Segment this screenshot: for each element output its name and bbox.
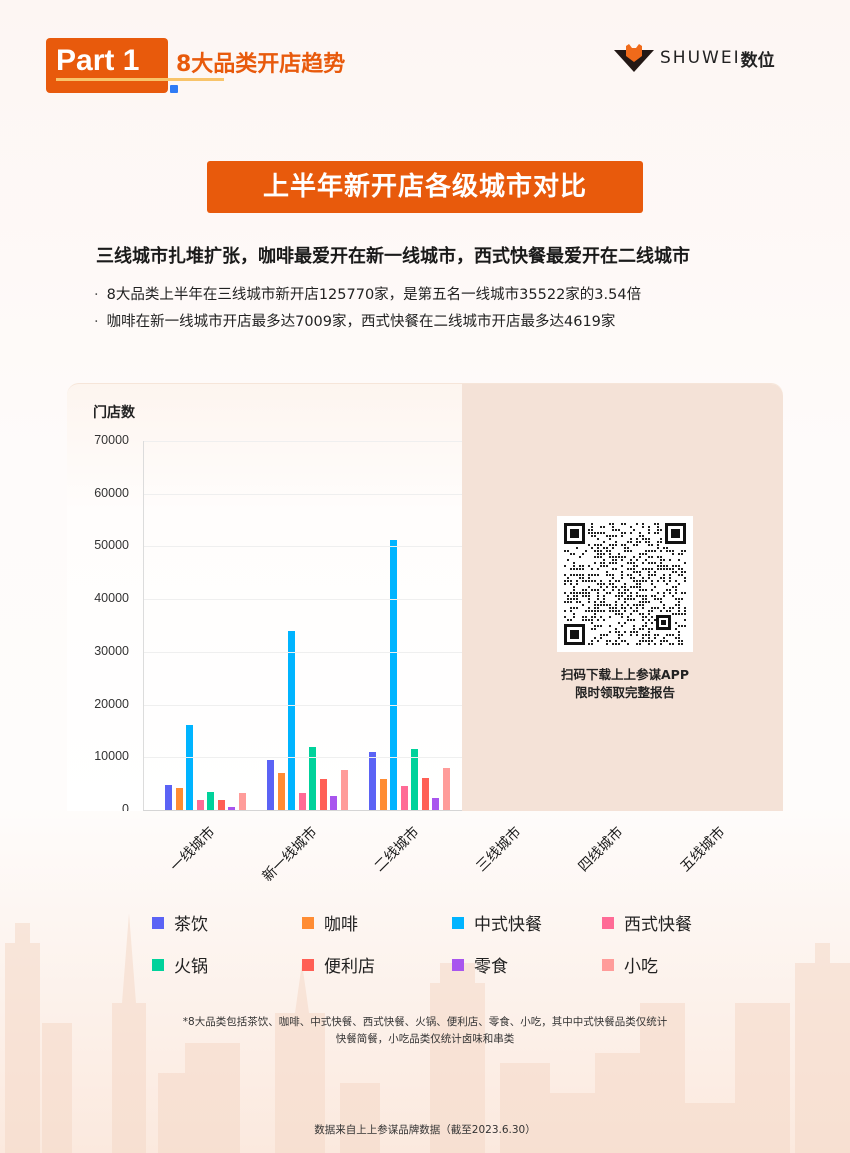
bar-chart: 门店数 扫码下载上上参谋APP 限时领取完整报告 70000 60000 50000… (67, 383, 783, 811)
legend-swatch (602, 958, 614, 971)
legend-item: 便利店 (302, 952, 375, 977)
bar-茶饮 (369, 752, 376, 810)
legend-swatch (152, 916, 164, 929)
section-title: 8大品类开店趋势 (176, 52, 346, 77)
bar-火锅 (309, 746, 316, 810)
qr-caption: 扫码下载上上参谋APP 限时领取完整报告 (522, 666, 728, 702)
bar-中式快餐 (186, 725, 193, 810)
logo-cn: 数位 (740, 50, 775, 71)
legend-item: 西式快餐 (602, 910, 692, 935)
bar-便利店 (217, 799, 225, 810)
chart-banner-title: 上半年新开店各级城市对比 (207, 161, 643, 213)
bar-小吃 (238, 792, 246, 810)
legend-swatch (452, 916, 464, 929)
qr-caption-line2: 限时领取完整报告 (574, 685, 675, 700)
y-tick-label: 10000 (94, 749, 129, 764)
bar-咖啡 (379, 778, 387, 810)
x-tick-label: 四线城市 (575, 824, 627, 876)
bar-小吃 (442, 767, 450, 810)
finding-item: 8大品类上半年在三线城市新开店125770家，是第五名一线城市35522家的3.… (94, 283, 642, 310)
legend-label: 中式快餐 (474, 915, 542, 935)
legend-label: 茶饮 (174, 915, 208, 935)
bar-小吃 (340, 769, 348, 810)
legend-swatch (152, 958, 164, 971)
legend-label: 零食 (474, 957, 508, 977)
x-tick-label: 一线城市 (167, 824, 219, 876)
x-tick-label: 二线城市 (371, 824, 423, 876)
shuwei-logo: SHUWEI 数位 (614, 44, 775, 72)
legend-label: 小吃 (624, 957, 658, 977)
bar-零食 (432, 797, 439, 810)
x-tick-label: 新一线城市 (259, 824, 321, 885)
bar-咖啡 (175, 787, 183, 810)
legend-item: 茶饮 (152, 910, 208, 935)
bar-中式快餐 (390, 540, 397, 810)
grid-line (144, 704, 462, 706)
y-axis (143, 441, 144, 811)
blue-square-decoration (170, 85, 178, 93)
y-tick-label: 20000 (94, 696, 129, 711)
finding-item: 咖啡在新一线城市开店最多达7009家，西式快餐在二线城市开店最多达4619家 (94, 310, 641, 337)
footnote-line1: *8大品类包括茶饮、咖啡、中式快餐、西式快餐、火锅、便利店、零食、小吃，其中中式… (182, 1016, 668, 1028)
legend-label: 西式快餐 (624, 915, 692, 935)
legend-item: 火锅 (152, 952, 208, 977)
bar-西式快餐 (400, 785, 408, 810)
bar-便利店 (421, 777, 429, 810)
grid-line (144, 599, 462, 601)
y-tick-label: 50000 (94, 538, 129, 553)
legend-swatch (302, 916, 314, 929)
part-badge: Part 1 (46, 38, 168, 93)
bar-西式快餐 (196, 799, 204, 810)
fox-logo-icon (614, 44, 654, 72)
y-tick-label: 70000 (94, 433, 129, 447)
legend-swatch (302, 958, 314, 971)
footnote: *8大品类包括茶饮、咖啡、中式快餐、西式快餐、火锅、便利店、零食、小吃，其中中式… (150, 1014, 700, 1048)
headline: 三线城市扎堆扩张，咖啡最爱开在新一线城市，西式快餐最爱开在二线城市 (96, 246, 690, 267)
footnote-line2: 快餐简餐，小吃品类仅统计卤味和串类 (335, 1033, 515, 1045)
y-tick-label: 40000 (94, 591, 129, 606)
grid-line (144, 757, 462, 759)
data-source: 数据来自上上参谋品牌数据（截至2023.6.30） (314, 1124, 536, 1136)
x-tick-label: 三线城市 (473, 824, 525, 876)
legend-swatch (452, 958, 464, 971)
qr-code-icon (564, 523, 686, 645)
y-tick-label: 0 (122, 802, 129, 811)
grid-line (144, 546, 462, 548)
y-axis-title: 门店数 (93, 405, 135, 421)
bar-零食 (330, 796, 337, 810)
legend-swatch (602, 916, 614, 929)
legend-item: 咖啡 (302, 910, 358, 935)
y-tick-label: 60000 (94, 485, 129, 500)
legend-label: 火锅 (174, 957, 208, 977)
bar-火锅 (411, 748, 418, 810)
bar-便利店 (319, 778, 327, 810)
legend-item: 小吃 (602, 952, 658, 977)
key-findings: 8大品类上半年在三线城市新开店125770家，是第五名一线城市35522家的3.… (94, 283, 642, 337)
grid-line (144, 493, 462, 495)
logo-text: SHUWEI (660, 48, 741, 68)
legend-item: 零食 (452, 952, 508, 977)
legend-label: 便利店 (324, 957, 375, 977)
grid-line (144, 441, 462, 442)
grid-line (144, 651, 462, 653)
x-tick-label: 五线城市 (677, 824, 729, 876)
bar-中式快餐 (288, 631, 295, 810)
bar-茶饮 (165, 784, 172, 810)
bar-零食 (228, 806, 235, 810)
y-tick-label: 30000 (94, 643, 129, 658)
bar-火锅 (207, 791, 214, 810)
bar-茶饮 (267, 760, 274, 810)
locked-content-overlay: 扫码下载上上参谋APP 限时领取完整报告 (462, 384, 783, 811)
qr-code[interactable] (557, 516, 693, 652)
qr-caption-line1: 扫码下载上上参谋APP (561, 667, 689, 682)
bar-西式快餐 (298, 792, 306, 810)
legend-item: 中式快餐 (452, 910, 542, 935)
bar-咖啡 (277, 773, 285, 810)
part-underline-decoration (56, 78, 224, 81)
legend-label: 咖啡 (324, 915, 358, 935)
